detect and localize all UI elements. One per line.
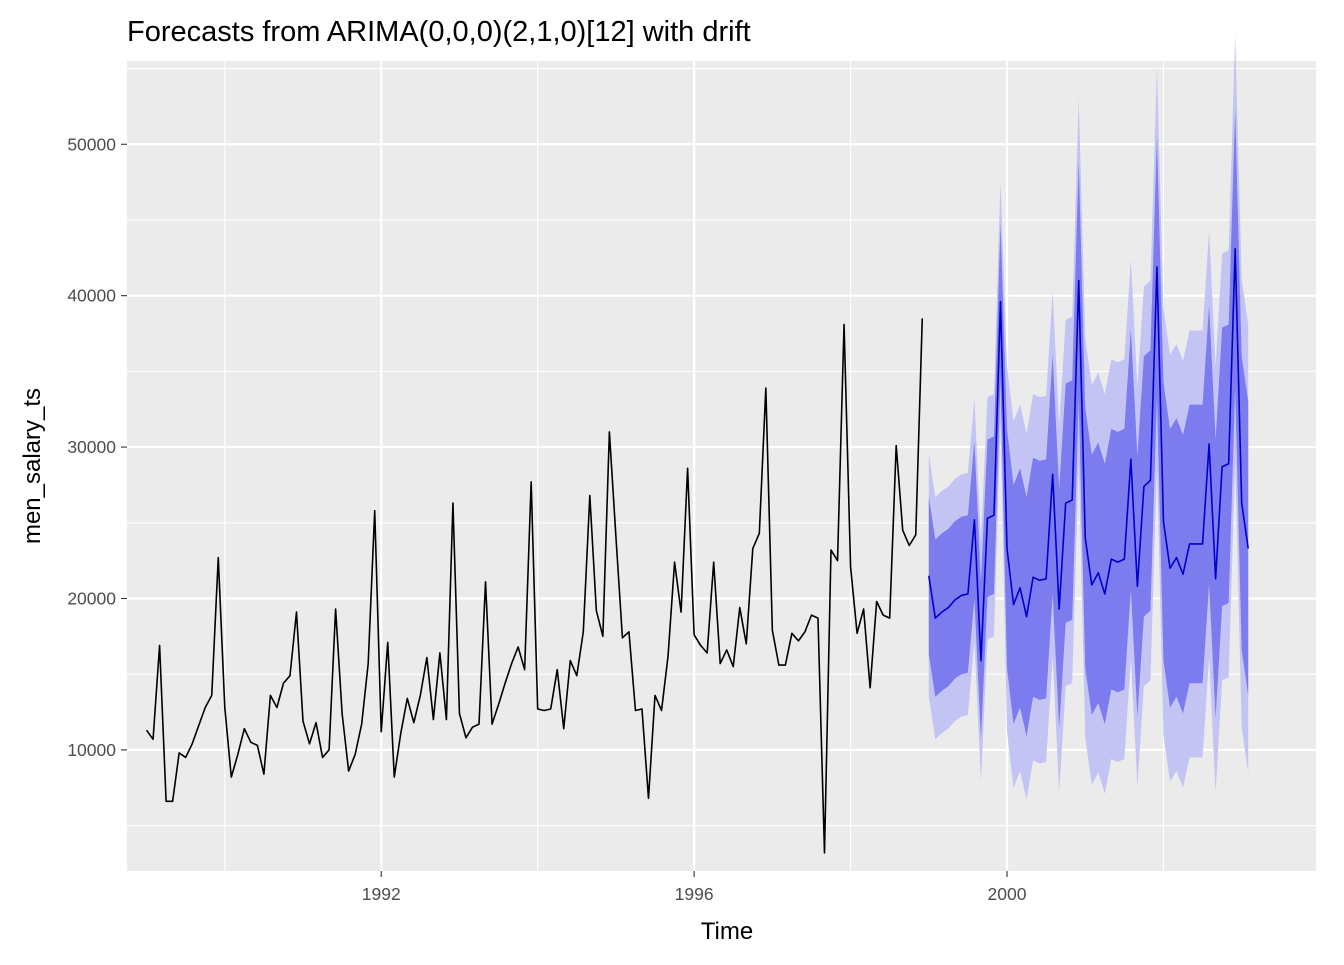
forecast-series [927,247,1250,662]
y-axis: 10000 20000 30000 40000 50000 [67,134,127,760]
chart-title: Forecasts from ARIMA(0,0,0)(2,1,0)[12] w… [127,16,751,48]
x-tick-label: 1992 [362,884,401,904]
prediction-interval-80 [928,109,1249,740]
y-tick-label: 40000 [67,286,116,306]
history-series [145,318,924,854]
y-tick-label: 50000 [67,134,116,154]
history-line [145,318,924,854]
band-80-area [928,109,1249,740]
x-tick-label: 1996 [675,884,714,904]
forecast-mean-line [927,247,1250,662]
x-axis: 1992 1996 2000 [362,871,1027,904]
y-tick-label: 30000 [67,437,116,457]
x-axis-title: Time [701,918,753,945]
y-axis-title: men_salary_ts [19,388,46,544]
x-tick-label: 2000 [988,884,1027,904]
y-tick-label: 10000 [67,740,116,760]
y-tick-label: 20000 [67,588,116,608]
